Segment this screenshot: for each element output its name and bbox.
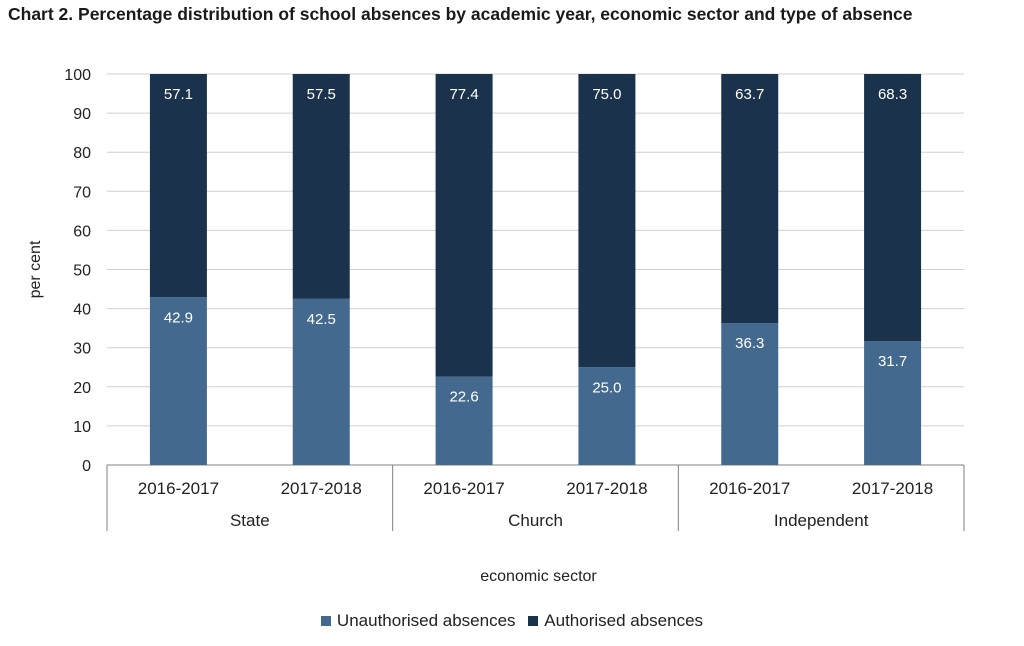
bar-authorised xyxy=(864,74,922,342)
x-category-label: 2017-2018 xyxy=(281,479,362,498)
y-tick-label: 0 xyxy=(82,458,91,475)
data-label-authorised: 63.7 xyxy=(735,86,764,103)
x-group-label: Church xyxy=(508,511,563,530)
legend: Unauthorised absences Authorised absence… xyxy=(0,611,1024,631)
bar-unauthorised xyxy=(721,323,779,465)
y-tick-label: 90 xyxy=(73,106,91,123)
data-label-authorised: 68.3 xyxy=(878,86,907,103)
data-label-unauthorised: 42.9 xyxy=(164,309,193,326)
bar-authorised xyxy=(149,74,207,298)
legend-item-authorised: Authorised absences xyxy=(528,611,703,631)
bar-authorised xyxy=(578,74,636,368)
bar-unauthorised xyxy=(149,297,207,465)
chart-plot: 0 10 20 30 40 50 60 70 80 90 100 42.9 57.1 2016-2017 4… xyxy=(27,67,965,585)
legend-swatch-authorised xyxy=(528,616,539,626)
legend-item-unauthorised: Unauthorised absences xyxy=(320,611,516,631)
data-label-unauthorised: 22.6 xyxy=(449,389,478,406)
y-tick-label: 80 xyxy=(73,145,91,162)
bar-unauthorised xyxy=(292,298,350,465)
bar-unauthorised xyxy=(864,341,922,465)
data-label-authorised: 57.1 xyxy=(164,86,193,103)
x-category-label: 2016-2017 xyxy=(138,479,219,498)
x-category-label: 2016-2017 xyxy=(709,479,790,498)
y-tick-label: 70 xyxy=(73,184,91,201)
bar-unauthorised xyxy=(435,376,493,465)
y-axis-title: per cent xyxy=(27,240,44,298)
data-label-authorised: 77.4 xyxy=(449,86,478,103)
x-category-label: 2017-2018 xyxy=(852,479,933,498)
bar-authorised xyxy=(292,74,350,299)
bar-unauthorised xyxy=(578,367,636,465)
legend-label-authorised: Authorised absences xyxy=(544,611,704,630)
x-group-label: State xyxy=(230,511,270,530)
data-label-unauthorised: 42.5 xyxy=(307,311,336,328)
chart-title: Chart 2. Percentage distribution of scho… xyxy=(8,4,913,24)
y-tick-label: 60 xyxy=(73,223,91,240)
data-label-unauthorised: 31.7 xyxy=(878,353,907,370)
x-category-label: 2017-2018 xyxy=(566,479,647,498)
y-tick-label: 10 xyxy=(73,419,91,436)
x-category-label: 2016-2017 xyxy=(423,479,504,498)
y-tick-label: 40 xyxy=(73,302,91,319)
y-tick-label: 100 xyxy=(64,67,91,84)
bar-authorised xyxy=(435,74,493,377)
data-label-authorised: 75.0 xyxy=(592,86,621,103)
legend-swatch-unauthorised xyxy=(320,616,331,626)
bar-authorised xyxy=(721,74,779,324)
data-label-authorised: 57.5 xyxy=(307,86,336,103)
y-tick-label: 50 xyxy=(73,263,91,280)
x-axis-title: economic sector xyxy=(480,568,597,585)
data-label-unauthorised: 36.3 xyxy=(735,335,764,352)
x-group-label: Independent xyxy=(774,511,869,530)
y-tick-label: 20 xyxy=(73,380,91,397)
data-label-unauthorised: 25.0 xyxy=(592,379,621,396)
legend-label-unauthorised: Unauthorised absences xyxy=(336,611,516,630)
y-tick-label: 30 xyxy=(73,341,91,358)
